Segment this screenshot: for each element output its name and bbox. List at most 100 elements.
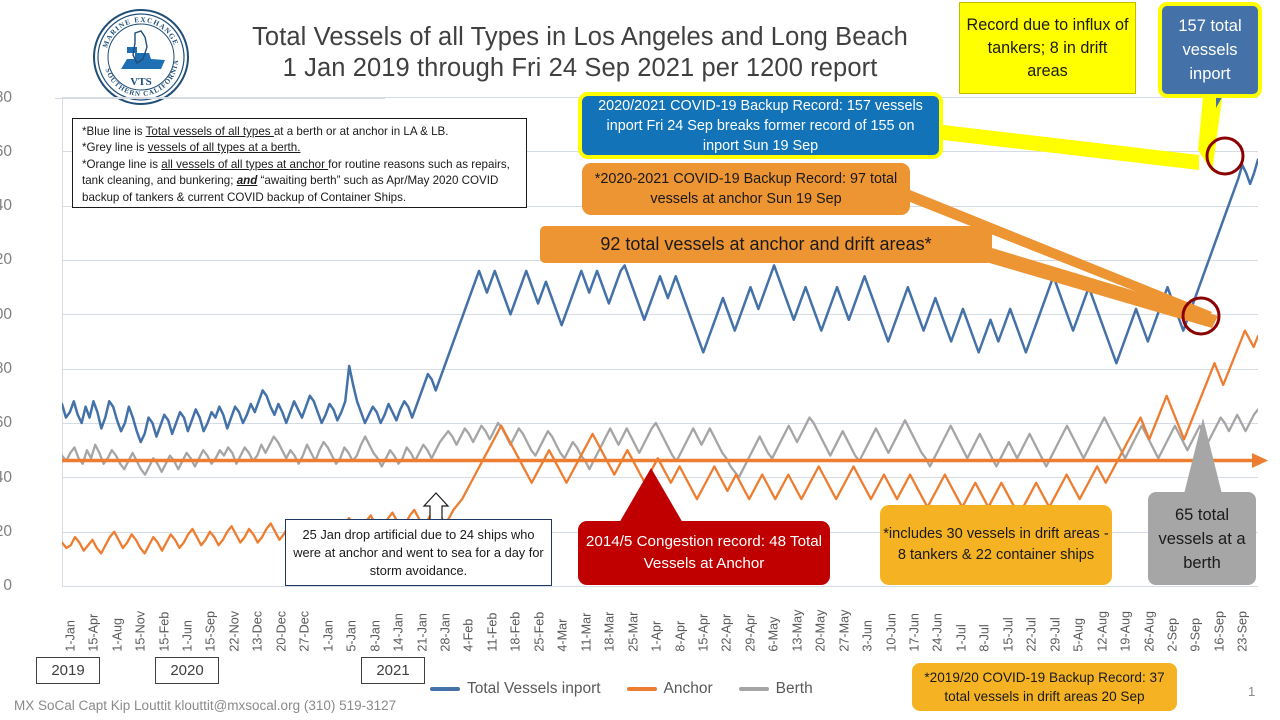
x-tick-label: 13-Dec xyxy=(250,611,265,652)
x-tick-label: 9-Sep xyxy=(1188,618,1203,652)
x-tick-label: 15-Apr xyxy=(86,614,101,652)
x-tick-label: 8-Apr xyxy=(672,621,687,652)
x-tick-label: 27-May xyxy=(837,610,851,652)
y-tick-label-120: 120 xyxy=(0,251,12,268)
x-tick-label: 1-Jan xyxy=(63,620,78,652)
year-marker-2021: 2021 xyxy=(361,657,425,684)
page-number: 1 xyxy=(1248,684,1256,699)
x-tick-label: 3-Jun xyxy=(860,620,875,652)
x-tick-label: 22-Jul xyxy=(1024,617,1039,652)
callout-25-jan-drop: 25 Jan drop artificial due to 24 ships w… xyxy=(285,519,552,586)
x-tick-label: 18-Mar xyxy=(602,612,617,652)
gridline-0 xyxy=(62,586,1258,587)
x-tick-label: 11-Feb xyxy=(485,613,500,652)
y-tick-label-60: 60 xyxy=(0,414,12,431)
y-tick-label-80: 80 xyxy=(0,360,12,377)
year-marker-2019: 2019 xyxy=(36,657,100,684)
x-tick-label: 18-Feb xyxy=(508,612,523,652)
x-tick-label: 15-Sep xyxy=(203,611,218,652)
callout-covid-backup-record-157: 2020/2021 COVID-19 Backup Record: 157 ve… xyxy=(578,92,943,159)
svg-text:VTS: VTS xyxy=(130,76,151,88)
callout-includes-drift-areas: *includes 30 vessels in drift areas - 8 … xyxy=(880,505,1112,585)
line-anchor xyxy=(62,329,1258,555)
x-tick-label: 1-Jul xyxy=(954,624,969,652)
chart-title: Total Vessels of all Types in Los Angele… xyxy=(200,22,960,84)
gridline-60 xyxy=(62,423,1258,424)
x-tick-label: 28-Jan xyxy=(438,613,453,652)
x-tick-label: 29-Apr xyxy=(743,614,758,652)
series-description-box: *Blue line is Total vessels of all types… xyxy=(72,118,527,208)
legend-swatch-total-inport xyxy=(430,687,460,691)
y-tick-label-40: 40 xyxy=(0,469,12,486)
x-tick-label: 5-Aug xyxy=(1071,618,1086,652)
x-tick-label: 6-May xyxy=(766,617,781,652)
line-berth xyxy=(62,408,1258,479)
x-tick-label: 20-May xyxy=(813,610,828,652)
x-tick-label: 26-Aug xyxy=(1141,611,1156,652)
legend-item-total-vessels-inport[interactable]: Total Vessels inport xyxy=(430,680,601,698)
x-tick-label: 8-Jul xyxy=(977,624,992,652)
callout-92-total-vessels-anchor: 92 total vessels at anchor and drift are… xyxy=(540,226,992,263)
x-tick-label: 15-Nov xyxy=(133,611,148,652)
x-tick-label: 4-Mar xyxy=(555,619,570,652)
grey-callout-tail-icon xyxy=(1183,418,1223,498)
x-tick-label: 12-Aug xyxy=(1095,611,1109,652)
callout-65-total-vessels-berth: 65 total vessels at a berth xyxy=(1148,492,1256,585)
y-axis-line xyxy=(62,97,63,586)
x-tick-label: 1-Jun xyxy=(180,620,195,652)
series-description-line-3: *Orange line is all vessels of all types… xyxy=(82,157,510,204)
x-axis-labels: 1-Jan 15-Apr 1-Aug 15-Nov 15-Feb 1-Jun 15-Sep 2… xyxy=(62,590,1258,652)
y-tick-label-140: 140 xyxy=(0,197,12,214)
legend-item-anchor[interactable]: Anchor xyxy=(626,680,713,698)
x-tick-label: 22-Apr xyxy=(719,614,734,652)
legend-swatch-anchor xyxy=(626,687,657,691)
header-divider xyxy=(55,98,385,99)
callout-2014-2015-congestion-record: 2014/5 Congestion record: 48 Total Vesse… xyxy=(578,521,830,585)
y-tick-label-160: 160 xyxy=(0,143,12,160)
series-description-line-2: *Grey line is vessels of all types at a … xyxy=(82,141,301,155)
callout-covid-backup-record-97: *2020-2021 COVID-19 Backup Record: 97 to… xyxy=(582,163,910,215)
x-tick-label: 29-Jul xyxy=(1048,617,1063,652)
x-tick-label: 25-Mar xyxy=(625,612,640,652)
x-tick-label: 17-Jun xyxy=(907,613,922,652)
legend-label-anchor: Anchor xyxy=(663,680,713,697)
legend-swatch-berth xyxy=(738,687,769,691)
x-tick-label: 15-Jul xyxy=(1001,617,1016,652)
y-tick-label-100: 100 xyxy=(0,306,12,323)
callout-2019-20-covid-backup-record: *2019/20 COVID-19 Backup Record: 37 tota… xyxy=(912,663,1177,711)
x-tick-label: 13-May xyxy=(790,610,805,652)
x-tick-label: 23-Sep xyxy=(1235,611,1250,652)
x-tick-label: 27-Dec xyxy=(297,611,312,652)
x-tick-label: 1-Apr xyxy=(649,621,664,652)
x-tick-label: 14-Jan xyxy=(391,613,406,652)
x-tick-label: 19-Aug xyxy=(1118,611,1133,652)
x-tick-label: 11-Mar xyxy=(579,613,593,652)
x-tick-label: 22-Nov xyxy=(227,611,242,652)
legend-label-berth: Berth xyxy=(775,680,813,697)
x-tick-label: 21-Jan xyxy=(414,613,429,652)
x-tick-label: 8-Jan xyxy=(368,620,382,652)
x-tick-label: 10-Jun xyxy=(883,613,898,652)
x-tick-label: 5-Jan xyxy=(344,620,359,652)
x-tick-label: 15-Apr xyxy=(696,614,711,652)
marine-exchange-vts-logo-icon: VTS MARINE EXCHANGE SOUTHERN CALIFORNIA xyxy=(91,7,191,107)
gridline-100 xyxy=(62,314,1258,316)
callout-record-influx-tankers: Record due to influx of tankers; 8 in dr… xyxy=(959,2,1136,94)
x-tick-label: 20-Dec xyxy=(274,611,289,652)
red-callout-tail-icon xyxy=(615,468,687,530)
y-tick-label-180: 180 xyxy=(0,89,12,106)
gridline-80 xyxy=(62,368,1258,370)
blue-bubble-tail-icon xyxy=(1216,92,1225,108)
y-tick-label-0: 0 xyxy=(3,577,12,594)
x-tick-label: 4-Feb xyxy=(461,619,476,652)
x-tick-label: 25-Feb xyxy=(532,612,547,652)
callout-157-total-vessels-inport: 157 total vessels inport xyxy=(1158,2,1262,98)
x-tick-label: 16-Sep xyxy=(1212,611,1227,652)
x-tick-label: 1-Jan xyxy=(321,620,336,652)
x-tick-label: 1-Aug xyxy=(110,618,124,652)
footer-credit: MX SoCal Capt Kip Louttit klouttit@mxsoc… xyxy=(14,698,397,713)
chart-title-line-1: Total Vessels of all Types in Los Angele… xyxy=(252,23,908,51)
y-tick-label-20: 20 xyxy=(0,523,12,540)
legend-item-berth[interactable]: Berth xyxy=(738,680,813,698)
